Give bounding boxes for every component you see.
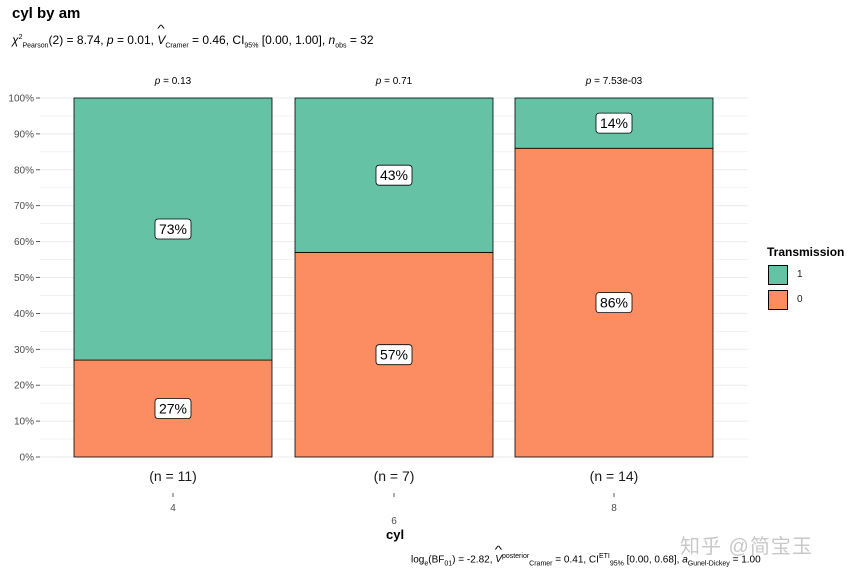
x-tick-label-cyl-4: 4	[170, 503, 176, 514]
eti-sup: ETI	[598, 553, 610, 560]
effect-value: = 0.46, CI	[192, 33, 245, 47]
data-label-0-cyl-4: 27%	[159, 401, 187, 417]
a-symbol: a	[682, 554, 688, 566]
p-symbol: p	[375, 76, 382, 87]
n-sub: obs	[335, 42, 347, 50]
data-label-1-cyl-4: 73%	[159, 221, 187, 237]
effect-symbol: V	[157, 33, 165, 47]
legend-swatch-0	[768, 290, 788, 310]
effect-sub: Cramer	[165, 42, 189, 50]
data-label-box	[375, 164, 413, 186]
legend-label-0: 0	[797, 294, 803, 305]
bf-sub: e	[424, 560, 429, 568]
stat-symbol: χ	[12, 33, 19, 47]
stat-value: (2) = 8.74,	[48, 33, 104, 47]
posterior-symbol: V	[495, 554, 502, 565]
y-tick-label: 100%	[8, 94, 34, 105]
n-value: = 32	[349, 33, 374, 47]
posterior-value: = 0.41, CI	[555, 554, 599, 566]
y-tick-label: 90%	[14, 129, 34, 140]
y-tick-label: 10%	[14, 417, 34, 428]
eti-sub: 95%	[609, 560, 624, 568]
bf-label: log	[411, 554, 425, 566]
p-value: = 7.53e-03	[591, 76, 642, 87]
x-tick-label-cyl-8: 8	[611, 503, 617, 514]
x-tick-label-cyl-6: 6	[391, 516, 397, 527]
data-label-box	[375, 344, 413, 366]
legend-swatch-1	[768, 265, 788, 285]
watermark: 知乎 @简宝玉	[680, 536, 813, 558]
p-value-label-cyl-6: p = 0.71	[375, 76, 413, 87]
y-tick-label: 80%	[14, 165, 34, 176]
stat-sub: Pearson	[22, 42, 49, 50]
posterior-sup: posterior	[501, 553, 530, 560]
data-label-box	[154, 398, 192, 419]
y-tick-label: 0%	[20, 453, 35, 464]
y-tick-label: 70%	[14, 201, 34, 212]
chart-title: cyl by am	[12, 5, 81, 22]
legend-title: Transmission	[767, 245, 845, 259]
data-label-box	[595, 112, 633, 134]
data-label-1-cyl-6: 43%	[380, 167, 408, 183]
data-label-box	[595, 292, 633, 314]
p-symbol: p	[585, 76, 592, 87]
count-label-cyl-4: (n = 11)	[149, 468, 197, 484]
p-value: = 0.13	[160, 76, 191, 87]
y-tick-label: 40%	[14, 309, 34, 320]
count-label-cyl-8: (n = 14)	[590, 468, 639, 484]
ci-sub: 95%	[244, 42, 259, 50]
y-tick-label: 20%	[14, 381, 34, 392]
data-label-0-cyl-6: 57%	[380, 347, 408, 363]
bf-mid: (BF	[428, 554, 445, 566]
stat-sup: 2	[18, 34, 23, 41]
posterior-sub: Cramer	[529, 560, 553, 568]
bf-value: ) = -2.82,	[452, 554, 493, 566]
legend-label-1: 1	[797, 269, 803, 280]
chart-caption: loge(BF01) = -2.82, VposteriorCramer = 0…	[411, 553, 761, 567]
x-axis-title: cyl	[386, 527, 405, 542]
p-value: = 0.01,	[116, 33, 154, 47]
p-symbol: p	[154, 76, 161, 87]
eti-value: [0.00, 0.68],	[626, 554, 680, 566]
n-symbol: n	[328, 33, 336, 47]
ci-value: [0.00, 1.00],	[261, 33, 326, 47]
a-sub: Gunel-Dickey	[687, 560, 730, 568]
y-tick-label: 50%	[14, 273, 34, 284]
y-tick-label: 60%	[14, 237, 34, 248]
chart-subtitle: χ2Pearson(2) = 8.74, p = 0.01, VCramer =…	[12, 33, 374, 49]
p-value-label-cyl-8: p = 7.53e-03	[585, 76, 643, 87]
bf-sub2: 01	[444, 560, 453, 568]
count-label-cyl-6: (n = 7)	[374, 468, 415, 484]
data-label-box	[154, 218, 192, 240]
p-value-label-cyl-4: p = 0.13	[154, 76, 192, 87]
data-label-0-cyl-8: 86%	[600, 295, 628, 311]
a-value: = 1.00	[732, 554, 761, 566]
y-tick-label: 30%	[14, 345, 34, 356]
p-value: = 0.71	[381, 76, 412, 87]
data-label-1-cyl-8: 14%	[600, 115, 628, 131]
p-symbol: p	[106, 33, 114, 47]
